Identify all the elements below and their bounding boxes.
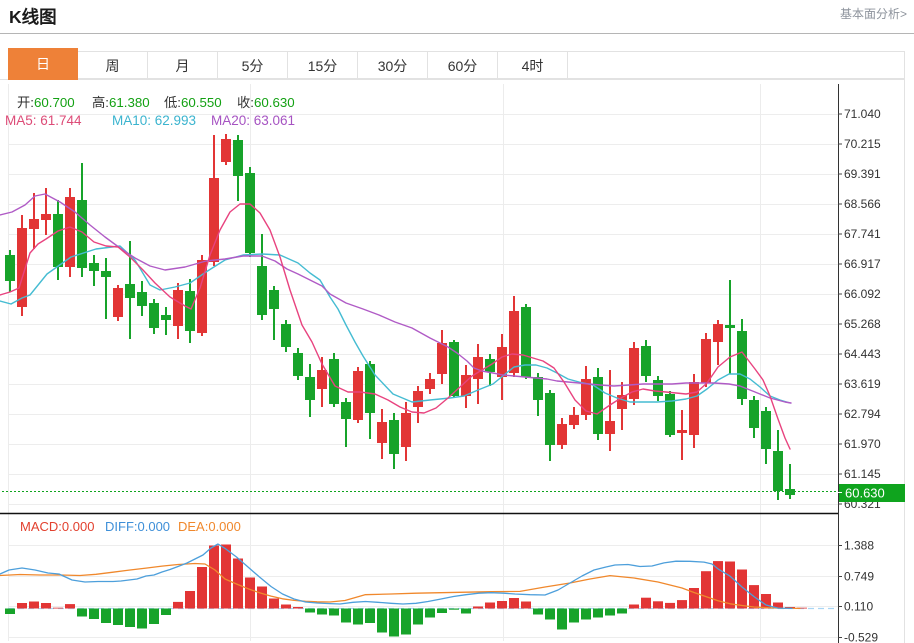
- svg-text:65.268: 65.268: [844, 317, 881, 331]
- svg-text:MA10: 62.993: MA10: 62.993: [112, 113, 196, 128]
- svg-text:MA20: 63.061: MA20: 63.061: [211, 113, 295, 128]
- svg-text:60.630: 60.630: [845, 486, 885, 501]
- svg-text:-0.529: -0.529: [844, 631, 878, 643]
- svg-text:收:60.630: 收:60.630: [237, 95, 295, 110]
- svg-text:MA5: 61.744: MA5: 61.744: [5, 113, 82, 128]
- svg-text:64.443: 64.443: [844, 347, 881, 361]
- svg-text:61.145: 61.145: [844, 467, 881, 481]
- svg-text:0.749: 0.749: [844, 570, 874, 584]
- svg-text:低:60.550: 低:60.550: [164, 95, 222, 110]
- svg-text:63.619: 63.619: [844, 377, 881, 391]
- svg-text:高:61.380: 高:61.380: [92, 94, 150, 110]
- svg-text:67.741: 67.741: [844, 227, 881, 241]
- svg-text:1.388: 1.388: [844, 539, 874, 553]
- svg-text:MACD:0.000: MACD:0.000: [20, 519, 94, 534]
- svg-text:68.566: 68.566: [844, 197, 881, 211]
- svg-text:62.794: 62.794: [844, 407, 881, 421]
- svg-text:DEA:0.000: DEA:0.000: [178, 519, 241, 534]
- svg-text:66.917: 66.917: [844, 257, 881, 271]
- svg-text:0.110: 0.110: [844, 600, 873, 614]
- svg-text:61.970: 61.970: [844, 437, 881, 451]
- svg-text:71.040: 71.040: [844, 107, 881, 121]
- svg-text:70.215: 70.215: [844, 137, 881, 151]
- svg-text:DIFF:0.000: DIFF:0.000: [105, 519, 170, 534]
- svg-text:开:60.700: 开:60.700: [17, 95, 75, 110]
- svg-text:66.092: 66.092: [844, 287, 881, 301]
- svg-text:69.391: 69.391: [844, 167, 881, 181]
